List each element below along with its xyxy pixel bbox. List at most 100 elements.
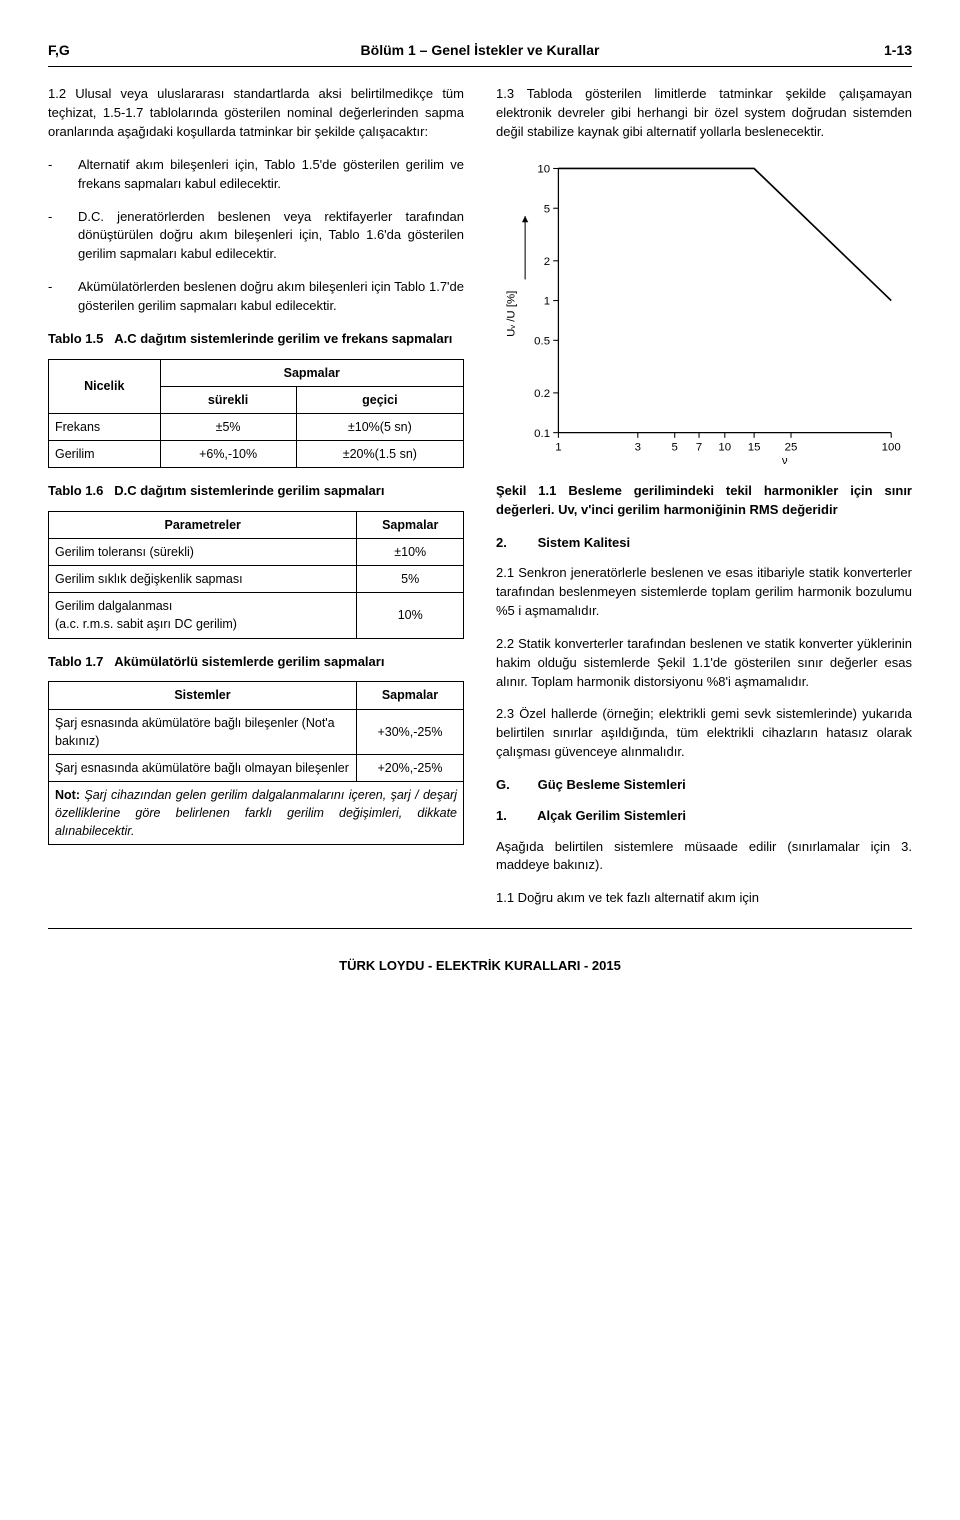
t15-r2c1: Gerilim [49, 440, 161, 467]
chart-svg: 0.10.20.5125101357101525100Uᵥ /U [%]ν [496, 156, 912, 468]
t17-r1c2: +30%,-25% [356, 709, 463, 754]
header-page-number: 1-13 [852, 40, 912, 60]
svg-text:2: 2 [544, 256, 550, 268]
t17-h-sys: Sistemler [49, 682, 357, 709]
bullet-dc-text: D.C. jeneratörlerden beslenen veya rekti… [78, 209, 464, 262]
para-1-3: 1.3 Tabloda gösterilen limitlerde tatmin… [496, 85, 912, 142]
t15-r1c2: ±5% [160, 413, 296, 440]
table-1-5: Nicelik Sapmalar sürekli geçici Frekans … [48, 359, 464, 469]
header-rule [48, 66, 912, 67]
harmonic-limit-chart: 0.10.20.5125101357101525100Uᵥ /U [%]ν [496, 156, 912, 468]
table-1-7-label: Tablo 1.7 [48, 654, 103, 669]
table-1-5-title: Tablo 1.5 A.C dağıtım sistemlerinde geri… [48, 330, 464, 349]
heading-2-text: Sistem Kalitesi [538, 535, 631, 550]
table-row: Şarj esnasında akümülatöre bağlı olmayan… [49, 754, 464, 781]
table-1-5-label: Tablo 1.5 [48, 331, 103, 346]
t15-h-gecici: geçici [296, 386, 463, 413]
heading-g1: 1. Alçak Gerilim Sistemleri [496, 807, 912, 826]
table-1-7-text: Akümülatörlü sistemlerde gerilim sapmala… [114, 654, 384, 669]
heading-g-num: G. [496, 776, 534, 795]
svg-text:10: 10 [718, 441, 731, 453]
t17-note-label: Not: [55, 788, 80, 802]
header-section-code: F,G [48, 40, 108, 60]
svg-text:15: 15 [748, 441, 761, 453]
heading-2: 2. Sistem Kalitesi [496, 534, 912, 553]
table-1-6: Parametreler Sapmalar Gerilim toleransı … [48, 511, 464, 639]
page-header: F,G Bölüm 1 – Genel İstekler ve Kurallar… [48, 40, 912, 60]
content-columns: 1.2 Ulusal veya uluslararası standartlar… [48, 85, 912, 922]
t15-r2c2: +6%,-10% [160, 440, 296, 467]
para-1-2: 1.2 Ulusal veya uluslararası standartlar… [48, 85, 464, 142]
footer-rule [48, 928, 912, 929]
table-1-6-title: Tablo 1.6 D.C dağıtım sistemlerinde geri… [48, 482, 464, 501]
t16-r1c1: Gerilim toleransı (sürekli) [49, 539, 357, 566]
svg-text:0.2: 0.2 [534, 388, 550, 400]
t16-r2c2: 5% [357, 566, 464, 593]
svg-text:0.5: 0.5 [534, 335, 550, 347]
para-2-2: 2.2 Statik konverterler tarafından besle… [496, 635, 912, 692]
heading-2-num: 2. [496, 534, 534, 553]
table-1-7-title: Tablo 1.7 Akümülatörlü sistemlerde geril… [48, 653, 464, 672]
t15-r1c1: Frekans [49, 413, 161, 440]
table-row: Şarj esnasında akümülatöre bağlı bileşen… [49, 709, 464, 754]
heading-g: G. Güç Besleme Sistemleri [496, 776, 912, 795]
t17-r2c1: Şarj esnasında akümülatöre bağlı olmayan… [49, 754, 357, 781]
svg-text:1: 1 [544, 296, 550, 308]
table-row: Gerilim dalgalanması (a.c. r.m.s. sabit … [49, 593, 464, 638]
svg-text:3: 3 [635, 441, 641, 453]
header-title: Bölüm 1 – Genel İstekler ve Kurallar [108, 40, 852, 60]
table-row: Gerilim toleransı (sürekli) ±10% [49, 539, 464, 566]
heading-g1-num: 1. [496, 807, 534, 826]
heading-g-text: Güç Besleme Sistemleri [538, 777, 686, 792]
t16-r3c1: Gerilim dalgalanması (a.c. r.m.s. sabit … [49, 593, 357, 638]
svg-text:ν: ν [782, 455, 788, 467]
t16-r2c1: Gerilim sıklık değişkenlik sapması [49, 566, 357, 593]
table-row: Gerilim sıklık değişkenlik sapması 5% [49, 566, 464, 593]
t16-r3c2: 10% [357, 593, 464, 638]
para-after-g1: Aşağıda belirtilen sistemlere müsaade ed… [496, 838, 912, 876]
heading-g1-text: Alçak Gerilim Sistemleri [537, 808, 686, 823]
svg-text:1: 1 [555, 441, 561, 453]
t16-h-sap: Sapmalar [357, 511, 464, 538]
t16-r1c2: ±10% [357, 539, 464, 566]
bullet-ac: -Alternatif akım bileşenleri için, Tablo… [48, 156, 464, 194]
table-1-5-text: A.C dağıtım sistemlerinde gerilim ve fre… [114, 331, 452, 346]
bullet-dash: - [48, 156, 78, 175]
svg-text:25: 25 [785, 441, 798, 453]
bullet-dash: - [48, 208, 78, 227]
svg-text:10: 10 [537, 163, 550, 175]
t16-h-param: Parametreler [49, 511, 357, 538]
table-row-note: Not: Şarj cihazından gelen gerilim dalga… [49, 781, 464, 844]
t17-note-cell: Not: Şarj cihazından gelen gerilim dalga… [49, 781, 464, 844]
svg-text:5: 5 [672, 441, 678, 453]
right-column: 1.3 Tabloda gösterilen limitlerde tatmin… [496, 85, 912, 922]
bullet-dash: - [48, 278, 78, 297]
svg-text:Uᵥ /U [%]: Uᵥ /U [%] [506, 290, 518, 336]
page-footer: TÜRK LOYDU - ELEKTRİK KURALLARI - 2015 [48, 957, 912, 976]
para-2-3: 2.3 Özel hallerde (örneğin; elektrikli g… [496, 705, 912, 762]
t17-r2c2: +20%,-25% [356, 754, 463, 781]
table-1-6-label: Tablo 1.6 [48, 483, 103, 498]
left-column: 1.2 Ulusal veya uluslararası standartlar… [48, 85, 464, 922]
t17-note-text: Şarj cihazından gelen gerilim dalgalanma… [55, 788, 457, 838]
t15-h-surekli: sürekli [160, 386, 296, 413]
t17-h-sap: Sapmalar [356, 682, 463, 709]
t17-r1c1: Şarj esnasında akümülatöre bağlı bileşen… [49, 709, 357, 754]
t15-r1c3: ±10%(5 sn) [296, 413, 463, 440]
bullet-dc: -D.C. jeneratörlerden beslenen veya rekt… [48, 208, 464, 265]
para-1-1: 1.1 Doğru akım ve tek fazlı alternatif a… [496, 889, 912, 908]
bullet-ac-text: Alternatif akım bileşenleri için, Tablo … [78, 157, 464, 191]
para-2-1: 2.1 Senkron jeneratörlerle beslenen ve e… [496, 564, 912, 621]
t15-r2c3: ±20%(1.5 sn) [296, 440, 463, 467]
bullet-accum-text: Akümülatörlerden beslenen doğru akım bil… [78, 279, 464, 313]
figure-1-1-caption: Şekil 1.1 Besleme gerilimindeki tekil ha… [496, 482, 912, 520]
svg-text:5: 5 [544, 203, 550, 215]
bullet-accum: -Akümülatörlerden beslenen doğru akım bi… [48, 278, 464, 316]
table-1-7: Sistemler Sapmalar Şarj esnasında akümül… [48, 681, 464, 845]
table-row: Gerilim +6%,-10% ±20%(1.5 sn) [49, 440, 464, 467]
table-row: Frekans ±5% ±10%(5 sn) [49, 413, 464, 440]
svg-text:7: 7 [696, 441, 702, 453]
svg-text:100: 100 [882, 441, 901, 453]
table-1-6-text: D.C dağıtım sistemlerinde gerilim sapmal… [114, 483, 384, 498]
t15-h-sapmalar: Sapmalar [160, 359, 464, 386]
